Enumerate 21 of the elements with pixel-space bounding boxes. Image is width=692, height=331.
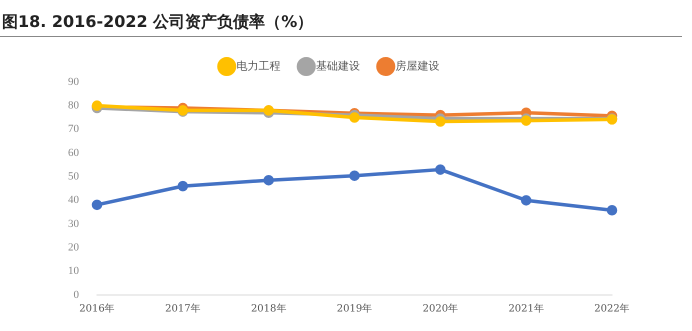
- y-tick-label: 80: [68, 100, 80, 112]
- y-tick-label: 70: [68, 123, 80, 136]
- x-tick-label: 2016年: [79, 302, 115, 315]
- y-tick-label: 50: [68, 170, 80, 183]
- y-tick-label: 0: [74, 288, 80, 301]
- y-tick-label: 20: [68, 242, 80, 254]
- legend-label: 电力工程: [236, 59, 280, 72]
- x-tick-label: 2018年: [250, 302, 286, 315]
- x-tick-label: 2022年: [594, 302, 630, 315]
- x-tick-label: 2017年: [165, 302, 201, 315]
- x-tick-label: 2020年: [422, 302, 458, 315]
- x-tick-label: 2019年: [336, 302, 372, 315]
- y-tick-label: 90: [68, 76, 80, 88]
- y-tick-label: 10: [68, 265, 80, 278]
- y-tick-label: 60: [68, 146, 80, 159]
- y-tick-label: 40: [68, 194, 80, 206]
- x-tick-label: 2021年: [508, 302, 544, 315]
- legend-label: 房屋建设: [395, 59, 440, 72]
- y-tick-label: 30: [68, 218, 80, 230]
- legend-label: 基础建设: [316, 59, 360, 72]
- chart-title: 图18. 2016-2022 公司资产负债率（%）: [0, 8, 682, 37]
